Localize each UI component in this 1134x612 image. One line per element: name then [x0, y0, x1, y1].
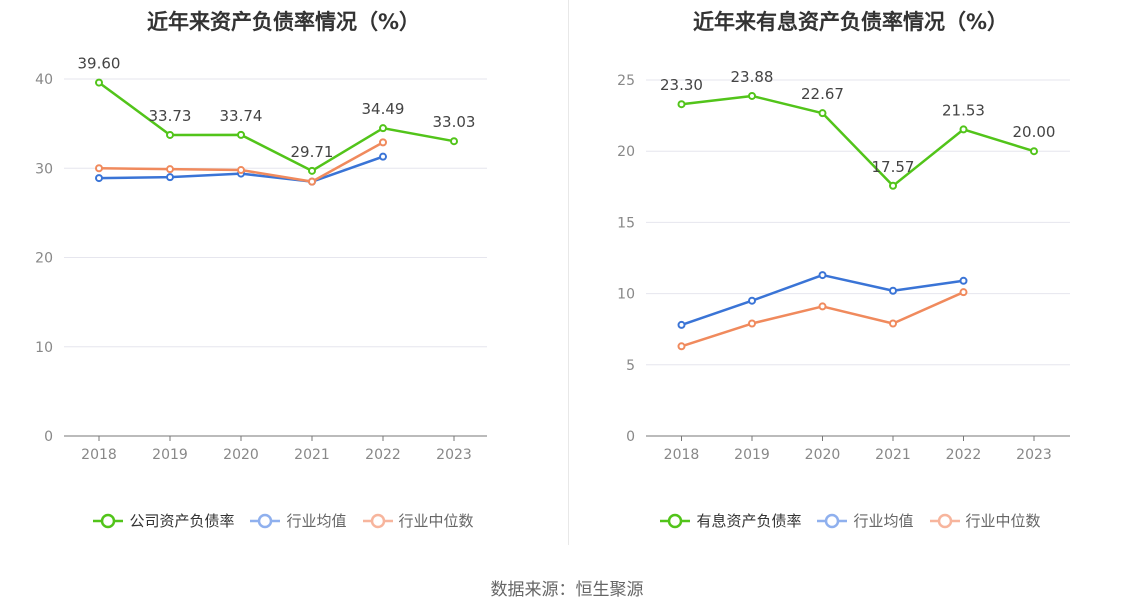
interest-bearing-debt-ratio-chart: 近年来有息资产负债率情况（%） 0 5 10 15 20 25 2018 2019 2020 20… — [567, 0, 1134, 560]
data-label: 23.30 — [660, 76, 703, 94]
data-label: 23.88 — [731, 68, 774, 86]
x-tick-label: 2019 — [152, 447, 188, 463]
data-point — [95, 164, 103, 173]
data-point — [379, 138, 387, 147]
legend-label: 行业中位数 — [398, 512, 474, 530]
data-point — [959, 276, 968, 285]
legend-item[interactable]: 行业均值 — [817, 510, 914, 531]
data-label: 33.74 — [220, 107, 263, 125]
chart-legend: 公司资产负债率 行业均值 行业中位数 — [0, 510, 567, 531]
debt-ratio-chart: 近年来资产负债率情况（%） 0 10 20 30 40 2018 2019 2020 2021 2… — [0, 0, 567, 560]
legend-swatch-icon — [817, 513, 848, 528]
data-point — [889, 181, 897, 190]
chart-title: 近年来资产负债率情况（%） — [146, 10, 421, 34]
x-tick-label: 2022 — [365, 447, 401, 463]
data-point — [959, 288, 968, 297]
data-point — [308, 166, 316, 175]
y-tick-label: 15 — [617, 215, 635, 231]
y-tick-label: 0 — [626, 429, 635, 445]
data-point — [95, 78, 103, 87]
data-point — [748, 296, 756, 305]
x-tick-label: 2018 — [81, 447, 117, 463]
legend-label: 行业均值 — [853, 512, 914, 530]
data-point — [166, 173, 174, 182]
data-point — [818, 271, 827, 280]
data-point — [748, 91, 756, 100]
data-point — [166, 165, 174, 174]
y-tick-label: 20 — [35, 251, 53, 267]
legend-item[interactable]: 行业均值 — [250, 510, 347, 531]
debt-ratio-plot: 0 10 20 30 40 2018 2019 2020 2021 2022 2023 39.60 33… — [35, 55, 487, 463]
data-label: 34.49 — [362, 100, 405, 118]
data-point — [237, 166, 245, 175]
y-tick-label: 40 — [35, 72, 53, 88]
data-point — [166, 130, 174, 139]
panel-divider — [568, 0, 569, 545]
data-label: 39.60 — [78, 55, 121, 73]
data-point — [818, 109, 827, 118]
data-point — [889, 286, 897, 295]
x-tick-label: 2021 — [294, 447, 330, 463]
data-point — [379, 124, 387, 133]
data-point — [677, 320, 686, 329]
y-tick-label: 20 — [617, 144, 635, 160]
data-point — [450, 137, 458, 146]
x-tick-label: 2023 — [436, 447, 472, 463]
x-tick-label: 2023 — [1016, 447, 1052, 463]
legend-swatch-icon — [929, 513, 960, 528]
x-tick-label: 2021 — [875, 447, 911, 463]
legend-item[interactable]: 行业中位数 — [929, 510, 1041, 531]
data-point — [959, 125, 968, 134]
legend-swatch-icon — [362, 513, 393, 528]
legend-swatch-icon — [250, 513, 281, 528]
x-tick-label: 2022 — [946, 447, 982, 463]
interest-bearing-debt-ratio-plot: 0 5 10 15 20 25 2018 2019 2020 2021 2022 2023 23.30 2… — [617, 68, 1070, 463]
data-label: 20.00 — [1013, 123, 1056, 141]
x-tick-label: 2018 — [664, 447, 700, 463]
data-point — [677, 342, 686, 351]
data-point — [308, 177, 316, 186]
legend-item[interactable]: 行业中位数 — [362, 510, 474, 531]
data-point — [748, 319, 756, 328]
legend-label: 有息资产负债率 — [696, 512, 802, 530]
legend-item[interactable]: 有息资产负债率 — [660, 510, 801, 531]
data-label: 17.57 — [872, 158, 915, 176]
data-label: 33.73 — [149, 107, 192, 125]
legend-label: 公司资产负债率 — [129, 512, 235, 530]
y-tick-label: 10 — [617, 287, 635, 303]
series-line — [681, 291, 965, 348]
legend-label: 行业中位数 — [965, 512, 1041, 530]
data-point — [889, 319, 897, 328]
x-tick-label: 2019 — [734, 447, 770, 463]
data-label: 29.71 — [291, 143, 334, 161]
data-label: 33.03 — [433, 113, 476, 131]
data-label: 22.67 — [801, 85, 844, 103]
data-point — [379, 152, 387, 161]
series-line — [681, 273, 964, 327]
data-point — [237, 130, 245, 139]
series-line — [98, 81, 455, 173]
x-tick-label: 2020 — [805, 447, 841, 463]
legend-label: 行业均值 — [286, 512, 347, 530]
data-point — [95, 174, 103, 183]
data-point — [677, 100, 686, 109]
series-line — [681, 94, 1035, 188]
chart-title: 近年来有息资产负债率情况（%） — [692, 10, 1009, 34]
data-point — [818, 302, 827, 311]
legend-swatch-icon — [93, 513, 124, 528]
x-tick-label: 2020 — [223, 447, 259, 463]
data-point — [1030, 147, 1038, 156]
y-tick-label: 30 — [35, 161, 53, 177]
y-tick-label: 5 — [626, 358, 635, 374]
legend-item[interactable]: 公司资产负债率 — [93, 510, 234, 531]
chart-legend: 有息资产负债率 行业均值 行业中位数 — [567, 510, 1134, 531]
y-tick-label: 10 — [35, 340, 53, 356]
legend-swatch-icon — [660, 513, 691, 528]
y-tick-label: 0 — [44, 429, 53, 445]
y-tick-label: 25 — [617, 73, 635, 89]
data-label: 21.53 — [942, 101, 985, 119]
data-source-note: 数据来源：恒生聚源 — [490, 580, 644, 600]
